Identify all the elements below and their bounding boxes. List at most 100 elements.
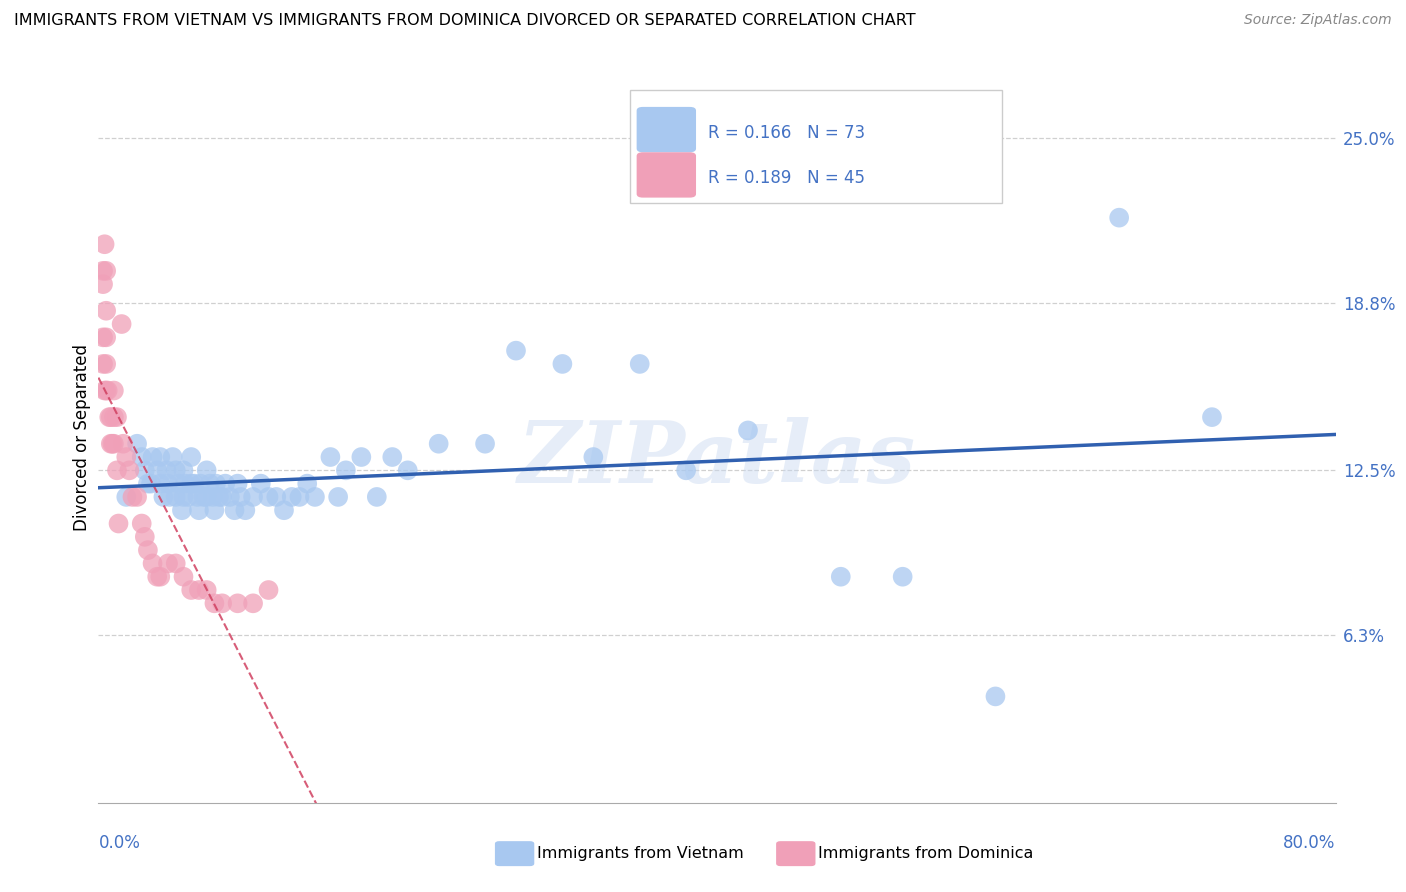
Point (891, 570, 914, 584)
Point (127, 490, 149, 504)
Point (188, 503, 211, 517)
Point (193, 490, 215, 504)
Point (118, 463, 141, 477)
Point (319, 450, 342, 464)
Point (183, 476, 205, 491)
Point (91, 277, 114, 292)
Point (172, 490, 194, 504)
Point (281, 490, 304, 504)
Point (165, 463, 187, 477)
Point (350, 450, 373, 464)
Point (157, 557, 180, 571)
Text: IMMIGRANTS FROM VIETNAM VS IMMIGRANTS FROM DOMINICA DIVORCED OR SEPARATED CORREL: IMMIGRANTS FROM VIETNAM VS IMMIGRANTS FR… (14, 13, 915, 29)
Point (136, 476, 159, 491)
Point (190, 476, 212, 491)
Point (103, 436, 125, 450)
Text: Source: ZipAtlas.com: Source: ZipAtlas.com (1244, 13, 1392, 28)
Point (172, 570, 194, 584)
Point (100, 436, 122, 450)
Point (165, 557, 187, 571)
Point (91, 330, 114, 344)
Point (149, 476, 172, 491)
Point (107, 516, 129, 531)
Point (115, 490, 138, 504)
Point (226, 596, 249, 610)
Point (326, 490, 350, 504)
Point (211, 490, 233, 504)
Point (551, 357, 574, 371)
Point (100, 410, 122, 425)
Point (136, 543, 159, 558)
Point (381, 450, 404, 464)
Point (257, 490, 280, 504)
Point (1201, 410, 1223, 425)
Point (105, 463, 128, 477)
Text: 0.0%: 0.0% (98, 834, 141, 852)
Point (675, 463, 697, 477)
Point (226, 476, 249, 491)
Point (105, 410, 128, 425)
Point (288, 490, 311, 504)
Point (204, 596, 226, 610)
Point (91, 264, 114, 278)
Point (115, 450, 138, 464)
Point (273, 503, 295, 517)
Point (195, 582, 218, 597)
Point (582, 450, 605, 464)
Point (211, 596, 233, 610)
Point (474, 436, 496, 450)
Point (111, 317, 132, 331)
Point (628, 357, 651, 371)
Point (204, 503, 226, 517)
Point (165, 490, 187, 504)
Point (96, 330, 118, 344)
Point (93, 384, 115, 398)
Point (205, 476, 228, 491)
Point (177, 490, 200, 504)
Point (146, 463, 169, 477)
Point (219, 490, 242, 504)
Point (257, 582, 280, 597)
Point (134, 463, 156, 477)
Point (208, 490, 231, 504)
Text: Immigrants from Dominica: Immigrants from Dominica (818, 847, 1033, 861)
Point (170, 503, 193, 517)
Point (155, 463, 177, 477)
Point (180, 582, 202, 597)
Point (96, 357, 118, 371)
Point (188, 582, 211, 597)
Point (264, 490, 288, 504)
Point (172, 463, 194, 477)
Point (101, 436, 124, 450)
Point (201, 490, 224, 504)
Point (297, 476, 319, 491)
Point (149, 570, 172, 584)
Point (233, 503, 257, 517)
FancyBboxPatch shape (630, 90, 1001, 203)
Point (198, 476, 221, 491)
Point (134, 530, 156, 544)
Point (242, 490, 264, 504)
Point (149, 450, 172, 464)
Point (195, 463, 218, 477)
Point (152, 490, 174, 504)
Point (195, 490, 218, 504)
Point (159, 490, 181, 504)
Point (98, 410, 121, 425)
Point (121, 490, 143, 504)
Text: 80.0%: 80.0% (1284, 834, 1336, 852)
Point (146, 570, 169, 584)
Point (224, 503, 246, 517)
Point (242, 596, 264, 610)
Point (427, 436, 450, 450)
Point (131, 450, 153, 464)
Point (335, 463, 357, 477)
Text: Immigrants from Vietnam: Immigrants from Vietnam (537, 847, 744, 861)
Point (103, 384, 125, 398)
Point (186, 490, 208, 504)
Point (174, 476, 197, 491)
Point (103, 410, 125, 425)
Point (229, 490, 252, 504)
Point (366, 490, 388, 504)
Point (112, 436, 135, 450)
